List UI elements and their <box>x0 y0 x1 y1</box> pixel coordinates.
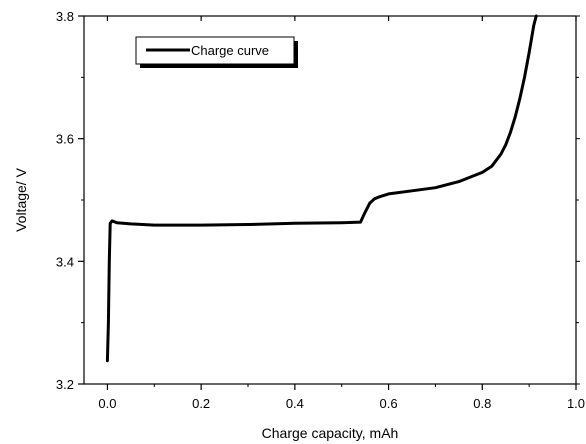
x-axis-label: Charge capacity, mAh <box>262 425 399 441</box>
x-tick-label: 0.6 <box>380 396 398 411</box>
y-tick-label: 3.2 <box>56 377 74 392</box>
x-tick-label: 0.0 <box>98 396 116 411</box>
axis-ticks <box>78 15 580 390</box>
y-axis-label: Voltage/ V <box>13 167 29 231</box>
x-tick-label: 0.8 <box>473 396 491 411</box>
legend: Charge curve <box>135 36 298 68</box>
y-tick-label: 3.4 <box>56 254 74 269</box>
legend-label-charge-curve: Charge curve <box>191 43 269 58</box>
y-tick-label: 3.8 <box>56 9 74 24</box>
plot-frame <box>83 15 577 385</box>
x-tick-label: 1.0 <box>567 396 585 411</box>
x-tick-label: 0.4 <box>286 396 304 411</box>
x-tick-label: 0.2 <box>192 396 210 411</box>
series-line-charge-curve <box>105 14 538 363</box>
axis-tick-labels: 0.0 0.2 0.4 0.6 0.8 1.0 3.2 3.4 3.6 3.8 <box>56 9 585 411</box>
y-tick-label: 3.6 <box>56 132 74 147</box>
